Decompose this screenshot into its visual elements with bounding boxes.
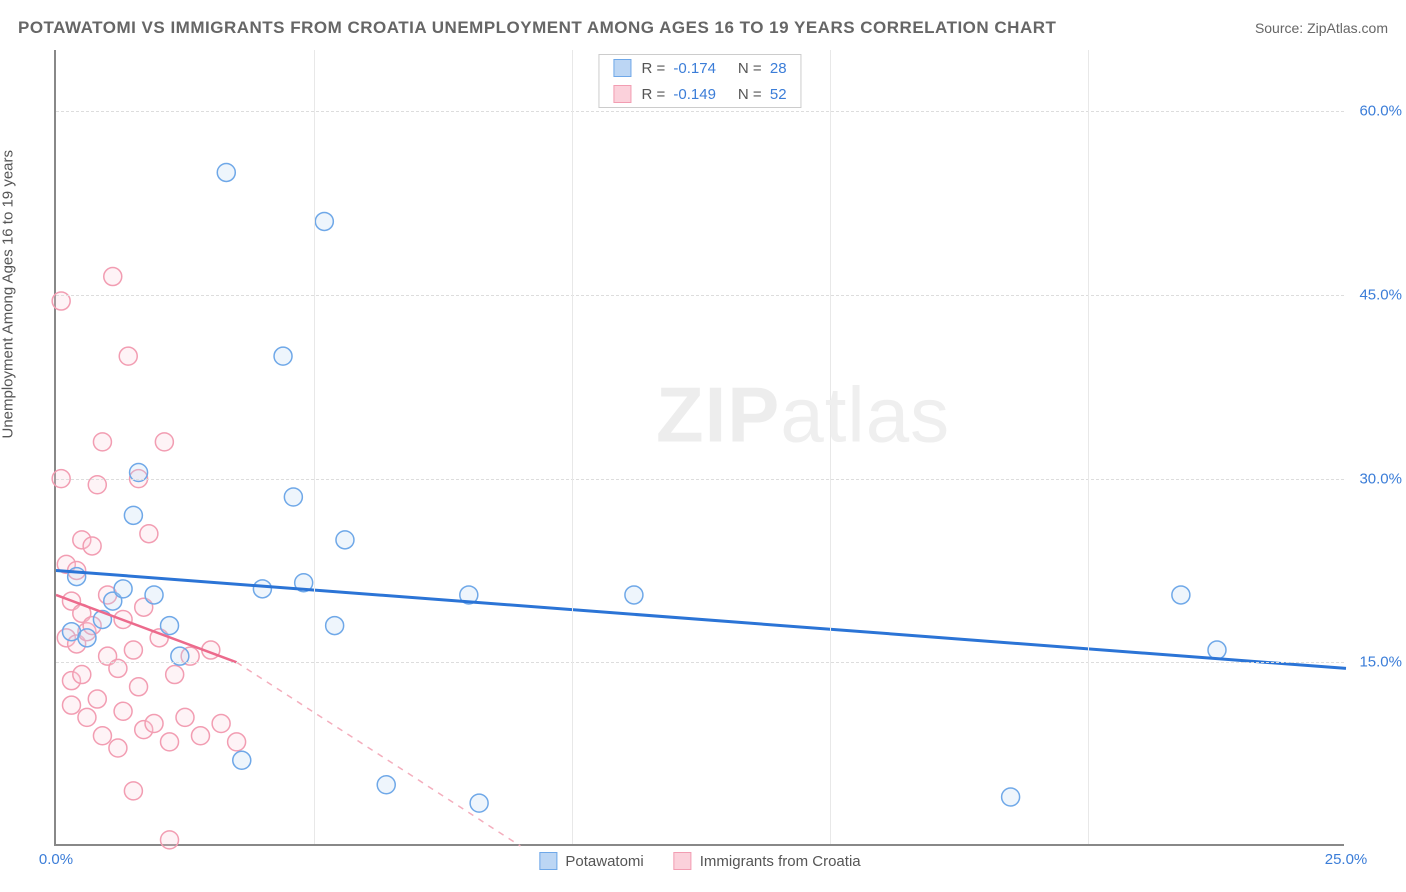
data-point	[124, 782, 142, 800]
data-point	[166, 666, 184, 684]
data-point	[130, 678, 148, 696]
data-point	[191, 727, 209, 745]
y-tick-label: 15.0%	[1359, 654, 1402, 671]
legend-top: R = -0.174 N = 28 R = -0.149 N = 52	[598, 54, 801, 108]
data-point	[145, 586, 163, 604]
legend-n-label: N = 28	[738, 60, 787, 77]
data-point	[284, 488, 302, 506]
data-point	[212, 715, 230, 733]
gridline-h	[56, 662, 1344, 663]
data-point	[1002, 788, 1020, 806]
data-point	[253, 580, 271, 598]
data-point	[78, 708, 96, 726]
legend-bottom-item: Immigrants from Croatia	[674, 852, 861, 870]
x-tick-label: 0.0%	[39, 851, 73, 868]
data-point	[62, 696, 80, 714]
data-point	[145, 715, 163, 733]
legend-bottom-item: Potawatomi	[539, 852, 643, 870]
source-label: Source: ZipAtlas.com	[1255, 20, 1388, 36]
data-point	[377, 776, 395, 794]
data-point	[93, 433, 111, 451]
data-point	[336, 531, 354, 549]
data-point	[161, 831, 179, 849]
chart-title: POTAWATOMI VS IMMIGRANTS FROM CROATIA UN…	[18, 18, 1056, 38]
gridline-h	[56, 295, 1344, 296]
legend-swatch	[613, 59, 631, 77]
legend-bottom-label: Potawatomi	[565, 853, 643, 870]
legend-row: R = -0.149 N = 52	[599, 81, 800, 107]
legend-swatch	[539, 852, 557, 870]
data-point	[470, 794, 488, 812]
data-point	[1208, 641, 1226, 659]
data-point	[114, 702, 132, 720]
x-tick-label: 25.0%	[1325, 851, 1368, 868]
data-point	[124, 506, 142, 524]
data-point	[140, 525, 158, 543]
y-tick-label: 45.0%	[1359, 286, 1402, 303]
data-point	[83, 537, 101, 555]
data-point	[93, 727, 111, 745]
legend-swatch	[613, 85, 631, 103]
data-point	[124, 641, 142, 659]
data-point	[161, 733, 179, 751]
data-point	[109, 739, 127, 757]
legend-r-label: R = -0.174	[641, 60, 715, 77]
trend-line	[237, 662, 521, 846]
gridline-v	[572, 50, 573, 844]
data-point	[161, 617, 179, 635]
data-point	[104, 268, 122, 286]
legend-bottom-label: Immigrants from Croatia	[700, 853, 861, 870]
watermark: ZIPatlas	[656, 370, 950, 461]
data-point	[78, 629, 96, 647]
gridline-v	[314, 50, 315, 844]
data-point	[114, 580, 132, 598]
legend-r-label: R = -0.149	[641, 86, 715, 103]
data-point	[119, 347, 137, 365]
data-point	[315, 212, 333, 230]
gridline-h	[56, 479, 1344, 480]
legend-swatch	[674, 852, 692, 870]
y-tick-label: 60.0%	[1359, 103, 1402, 120]
data-point	[1172, 586, 1190, 604]
data-point	[88, 690, 106, 708]
data-point	[176, 708, 194, 726]
plot-area: ZIPatlas R = -0.174 N = 28 R = -0.149 N = 5…	[54, 50, 1344, 846]
data-point	[625, 586, 643, 604]
data-point	[217, 163, 235, 181]
data-point	[155, 433, 173, 451]
gridline-v	[1088, 50, 1089, 844]
trend-line	[56, 570, 1346, 668]
y-axis-label: Unemployment Among Ages 16 to 19 years	[0, 150, 17, 439]
y-tick-label: 30.0%	[1359, 470, 1402, 487]
data-point	[274, 347, 292, 365]
gridline-h	[56, 111, 1344, 112]
data-point	[326, 617, 344, 635]
data-point	[233, 751, 251, 769]
legend-row: R = -0.174 N = 28	[599, 55, 800, 81]
legend-n-label: N = 52	[738, 86, 787, 103]
legend-bottom: Potawatomi Immigrants from Croatia	[539, 852, 860, 870]
data-point	[73, 666, 91, 684]
data-point	[228, 733, 246, 751]
title-bar: POTAWATOMI VS IMMIGRANTS FROM CROATIA UN…	[18, 18, 1388, 38]
